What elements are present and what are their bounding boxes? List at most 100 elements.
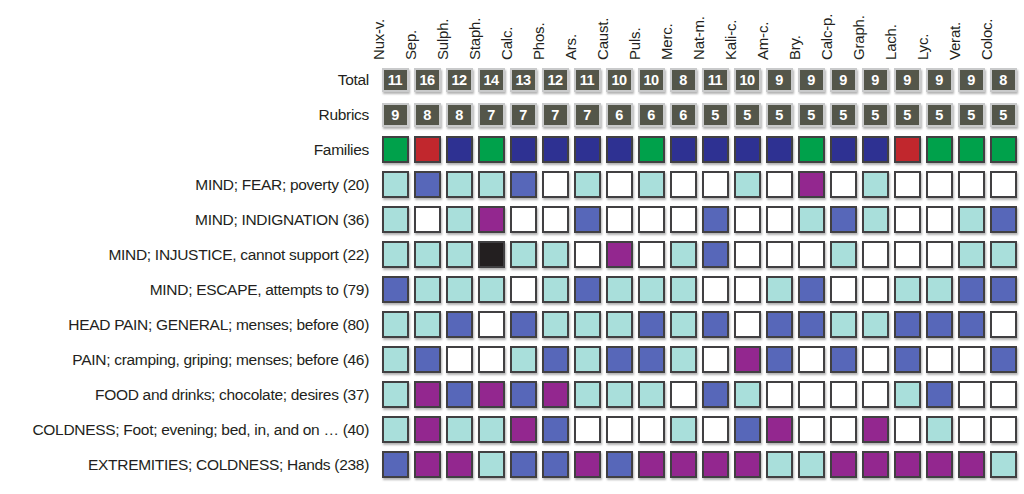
grade-slot [667,241,699,268]
count-slot: 6 [603,103,635,127]
grade-slot [379,276,411,303]
count-slot: 5 [763,103,795,127]
grade-cell [446,416,473,443]
grade-slot [603,206,635,233]
count-cell: 14 [478,68,505,92]
grade-cell [702,346,729,373]
grade-slot [795,171,827,198]
grade-slot [955,206,987,233]
count-cell: 11 [382,68,409,92]
grade-cell [926,451,953,478]
count-cell: 11 [574,68,601,92]
grade-cell [958,171,985,198]
family-cell [830,136,857,163]
grade-cell [414,381,441,408]
grade-slot [827,311,859,338]
grade-slot [731,416,763,443]
grade-slot [923,136,955,163]
family-cell [542,136,569,163]
grade-cell [382,346,409,373]
grade-cell [414,276,441,303]
count-slot: 5 [699,103,731,127]
grade-slot [379,206,411,233]
grade-slot [379,136,411,163]
grade-slot [891,276,923,303]
grade-cell [670,241,697,268]
grade-cell [446,241,473,268]
grade-slot [699,451,731,478]
count-cell: 9 [798,68,825,92]
grade-slot [475,171,507,198]
grade-slot [603,416,635,443]
grade-slot [475,346,507,373]
grade-slot [955,346,987,373]
grade-slot [827,136,859,163]
grade-slot [667,206,699,233]
grade-cell [862,346,889,373]
grade-slot [635,241,667,268]
grade-cell [894,346,921,373]
grade-slot [763,241,795,268]
family-cell [862,136,889,163]
grade-slot [603,136,635,163]
count-cell: 8 [414,103,441,127]
grade-cell [606,416,633,443]
count-cell: 9 [766,68,793,92]
grade-slot [763,276,795,303]
grade-cell [510,381,537,408]
grade-slot [987,311,1019,338]
count-slot: 7 [571,103,603,127]
grade-slot [987,381,1019,408]
row-label: FOOD and drinks; chocolate; desires (37) [4,386,379,404]
grade-cell [766,276,793,303]
row-label: PAIN; cramping, griping; menses; before … [4,351,379,369]
count-cell: 10 [638,68,665,92]
grade-slot [507,416,539,443]
grade-cell [926,206,953,233]
count-slot: 9 [795,68,827,92]
count-cell: 5 [702,103,729,127]
remedy-column-label: Lyc. [914,34,931,60]
grade-cell [638,241,665,268]
grade-slot [763,346,795,373]
grade-cell [990,451,1017,478]
grade-cell [926,346,953,373]
grade-cell [862,381,889,408]
remedy-column-label: Am-c. [754,22,771,60]
grade-cell [894,311,921,338]
grade-row: EXTREMITIES; COLDNESS; Hands (238) [4,447,1024,482]
grade-cell [574,171,601,198]
count-cell: 7 [542,103,569,127]
grade-slot [443,416,475,443]
grade-cell [446,171,473,198]
grade-cell [766,451,793,478]
row-label: COLDNESS; Foot; evening; bed, in, and on… [4,421,379,439]
grade-slot [923,346,955,373]
count-slot: 10 [731,68,763,92]
count-cell: 5 [766,103,793,127]
family-cell [702,136,729,163]
grade-cell [990,241,1017,268]
grade-slot [699,171,731,198]
grade-cell [542,346,569,373]
grade-cell [702,416,729,443]
grade-slot [443,346,475,373]
grade-cell [414,241,441,268]
grade-slot [539,136,571,163]
grade-cell [414,451,441,478]
grade-cell [990,346,1017,373]
grade-slot [635,276,667,303]
grade-slot [571,276,603,303]
grade-cell [382,171,409,198]
grade-slot [987,241,1019,268]
grade-cell [766,311,793,338]
grade-slot [731,346,763,373]
grade-cell [510,241,537,268]
grade-slot [699,276,731,303]
family-cell [638,136,665,163]
grade-slot [539,171,571,198]
family-cell [734,136,761,163]
grade-slot [699,416,731,443]
row-label: MIND; INDIGNATION (36) [4,211,379,229]
grade-cell [990,171,1017,198]
